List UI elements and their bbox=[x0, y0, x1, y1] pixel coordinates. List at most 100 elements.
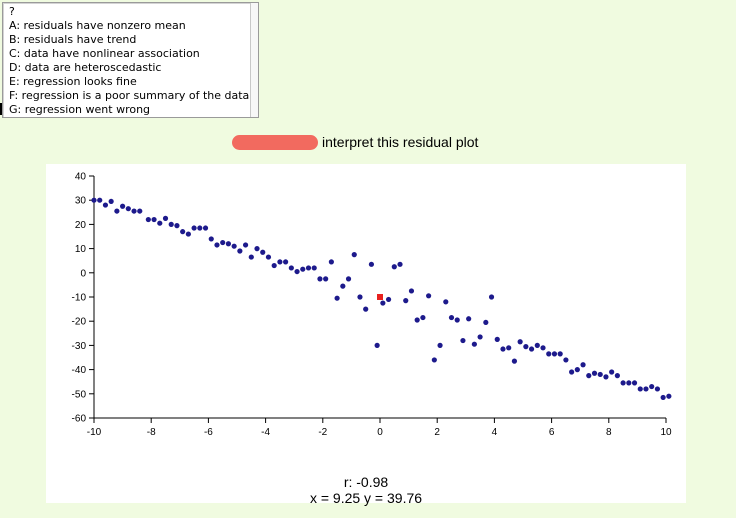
data-point bbox=[523, 344, 529, 350]
listbox-placeholder[interactable]: ? bbox=[9, 5, 15, 18]
y-tick-label: -50 bbox=[72, 389, 87, 400]
listbox-scrollbar[interactable] bbox=[250, 3, 258, 117]
option-a[interactable]: A: residuals have nonzero mean bbox=[9, 19, 186, 32]
option-f[interactable]: F: regression is a poor summary of the d… bbox=[9, 89, 250, 102]
data-point bbox=[174, 223, 180, 229]
option-g[interactable]: G: regression went wrong bbox=[9, 103, 151, 116]
x-tick-label: -10 bbox=[87, 427, 102, 438]
answer-listbox[interactable]: ? A: residuals have nonzero mean B: resi… bbox=[2, 2, 259, 118]
x-tick-label: -4 bbox=[261, 427, 270, 438]
y-tick-label: -60 bbox=[72, 414, 87, 425]
option-c[interactable]: C: data have nonlinear association bbox=[9, 47, 200, 60]
data-point bbox=[145, 216, 151, 223]
x-tick-label: 10 bbox=[660, 427, 672, 438]
option-d[interactable]: D: data are heteroscedastic bbox=[9, 61, 162, 74]
data-point bbox=[114, 208, 120, 214]
data-point bbox=[517, 339, 523, 345]
data-point bbox=[323, 276, 329, 282]
data-point bbox=[408, 288, 415, 294]
data-point bbox=[626, 380, 632, 386]
data-point bbox=[420, 314, 426, 321]
data-point bbox=[363, 306, 369, 312]
data-point bbox=[231, 243, 237, 249]
data-point bbox=[466, 316, 472, 322]
data-point bbox=[534, 342, 540, 348]
data-point bbox=[168, 221, 174, 227]
data-point bbox=[208, 236, 214, 242]
data-point bbox=[102, 202, 109, 208]
data-point bbox=[248, 254, 254, 260]
data-point bbox=[563, 357, 569, 363]
x-tick-label: 6 bbox=[549, 427, 555, 438]
data-point bbox=[120, 203, 126, 209]
x-tick-label: 2 bbox=[434, 427, 440, 438]
data-point bbox=[137, 208, 143, 214]
data-point bbox=[397, 261, 403, 267]
instruction: interpret this residual plot bbox=[232, 133, 478, 151]
data-point bbox=[197, 225, 203, 231]
data-point bbox=[443, 299, 449, 305]
data-point bbox=[311, 265, 317, 271]
x-tick-label: -6 bbox=[204, 427, 213, 438]
data-point bbox=[574, 367, 580, 373]
data-point bbox=[294, 268, 300, 275]
data-point bbox=[265, 254, 272, 260]
data-point bbox=[591, 370, 598, 376]
x-tick-label: 0 bbox=[377, 427, 383, 438]
data-point bbox=[569, 369, 575, 375]
data-point bbox=[649, 383, 655, 390]
y-tick-label: -30 bbox=[72, 341, 87, 352]
y-tick-label: -40 bbox=[72, 365, 87, 376]
data-point bbox=[288, 265, 294, 271]
redacted-name bbox=[232, 134, 318, 150]
data-point bbox=[180, 229, 186, 235]
correlation-readout: r: -0.98 bbox=[343, 474, 389, 490]
plot-panel[interactable]: 40 30 20 10 0 -10 -20 -30 -40 -50 -60 -10 -8 -6 -4 -2 0 2… bbox=[46, 164, 686, 503]
cropped-header-text: ... bbox=[470, 0, 736, 4]
data-point bbox=[97, 197, 103, 203]
data-point bbox=[511, 358, 518, 364]
data-point bbox=[162, 215, 169, 221]
data-point bbox=[477, 334, 483, 340]
data-point bbox=[654, 386, 661, 392]
data-point bbox=[108, 198, 114, 205]
y-tick-label: -10 bbox=[72, 293, 87, 304]
data-point bbox=[91, 197, 97, 203]
data-point bbox=[340, 283, 346, 289]
data-point bbox=[586, 373, 592, 379]
data-point bbox=[437, 342, 443, 348]
data-point bbox=[242, 242, 249, 248]
data-point bbox=[528, 346, 535, 352]
data-point bbox=[271, 262, 277, 269]
data-point bbox=[660, 394, 666, 401]
y-tick-label: -20 bbox=[72, 317, 87, 328]
x-tick-label: 8 bbox=[606, 427, 612, 438]
data-point bbox=[151, 216, 157, 223]
data-point bbox=[403, 298, 409, 304]
data-point bbox=[357, 294, 363, 300]
data-point bbox=[300, 266, 306, 272]
data-point bbox=[334, 295, 340, 301]
data-point bbox=[614, 373, 620, 379]
y-tick-label: 40 bbox=[75, 172, 87, 183]
data-point bbox=[225, 241, 232, 247]
data-point bbox=[260, 249, 266, 255]
data-point bbox=[283, 259, 289, 265]
text-cursor bbox=[0, 103, 2, 115]
data-point bbox=[431, 357, 437, 363]
data-point bbox=[305, 265, 312, 271]
option-e[interactable]: E: regression looks fine bbox=[9, 75, 137, 88]
data-point bbox=[597, 371, 603, 378]
x-tick-label: -8 bbox=[147, 427, 156, 438]
data-point bbox=[317, 276, 323, 282]
instruction-text: interpret this residual plot bbox=[322, 134, 479, 150]
data-point bbox=[254, 246, 260, 252]
data-point bbox=[351, 252, 357, 258]
option-b[interactable]: B: residuals have trend bbox=[9, 33, 137, 46]
data-point bbox=[631, 380, 638, 386]
data-point bbox=[494, 336, 500, 342]
data-point bbox=[277, 259, 283, 265]
data-point bbox=[580, 362, 586, 368]
data-point bbox=[637, 386, 643, 392]
